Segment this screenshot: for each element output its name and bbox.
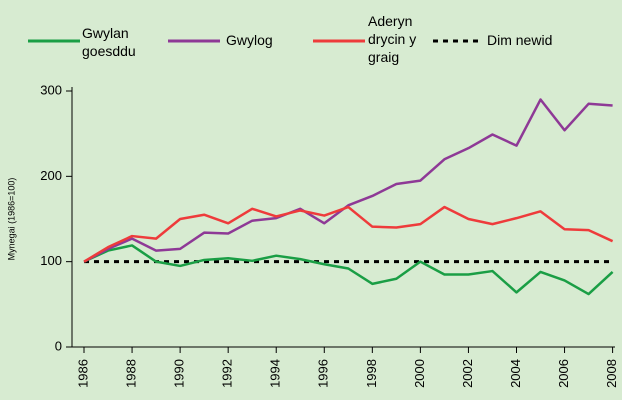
series-line (83, 98, 613, 263)
y-axis-label: Mynegai (1986=100) (6, 178, 16, 261)
x-tick-label: 2000 (412, 359, 427, 388)
y-tick-label: 0 (55, 338, 62, 353)
x-tick-label: 1998 (364, 359, 379, 388)
x-tick-label: 1994 (268, 359, 283, 388)
x-tick-label: 1986 (75, 359, 90, 388)
x-tick-label: 2002 (460, 359, 475, 388)
y-tick-label: 300 (40, 82, 62, 97)
y-tick-label: 200 (40, 168, 62, 183)
x-tick-label: 2008 (604, 359, 619, 388)
y-tick-label: 100 (40, 253, 62, 268)
x-tick-label: 1990 (172, 359, 187, 388)
series-line (83, 244, 614, 296)
legend-label: Gwylog (226, 32, 273, 48)
x-tick-label: 2004 (508, 359, 523, 388)
x-tick-label: 1996 (316, 359, 331, 388)
series-line (83, 205, 614, 263)
x-tick-label: 2006 (556, 359, 571, 388)
legend-label: Aderyn drycin y graig (368, 13, 417, 65)
legend-label: Dim newid (487, 32, 553, 48)
x-tick-label: 1992 (220, 359, 235, 388)
legend-label: Gwylan goesddu (82, 25, 136, 59)
x-tick-label: 1988 (124, 359, 139, 388)
